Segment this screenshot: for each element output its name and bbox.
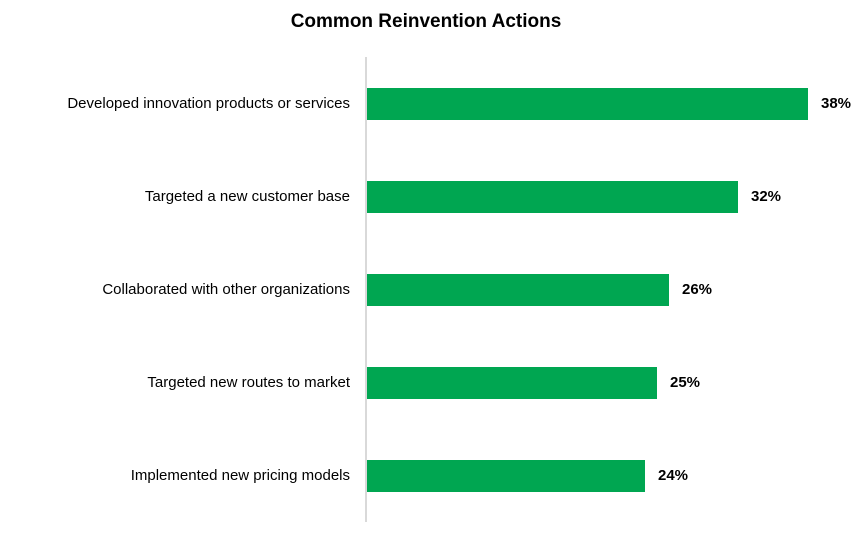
category-label: Targeted a new customer base (144, 187, 350, 205)
bar (367, 459, 645, 492)
category-label: Developed innovation products or service… (67, 94, 350, 112)
value-label: 25% (670, 374, 701, 391)
category-label: Targeted new routes to market (147, 373, 350, 391)
bar-area: 26% (365, 243, 852, 336)
chart-row: Implemented new pricing models 24% (0, 429, 852, 522)
chart-row: Developed innovation products or service… (0, 57, 852, 150)
bar (367, 366, 657, 399)
value-label: 38% (821, 95, 852, 112)
bar (367, 180, 738, 213)
bar (367, 87, 808, 120)
bar (367, 273, 669, 306)
bar-area: 25% (365, 336, 852, 429)
bar-area: 24% (365, 429, 852, 522)
bar-area: 32% (365, 150, 852, 243)
chart-row: Collaborated with other organizations 26… (0, 243, 852, 336)
category-label: Collaborated with other organizations (102, 280, 350, 298)
value-label: 24% (658, 467, 689, 484)
chart-row: Targeted a new customer base 32% (0, 150, 852, 243)
value-label: 32% (751, 188, 782, 205)
chart-title: Common Reinvention Actions (290, 11, 562, 32)
chart-row: Targeted new routes to market 25% (0, 336, 852, 429)
value-label: 26% (682, 281, 713, 298)
bar-area: 38% (365, 57, 852, 150)
category-label: Implemented new pricing models (130, 466, 350, 484)
plot-area: Developed innovation products or service… (0, 57, 852, 522)
